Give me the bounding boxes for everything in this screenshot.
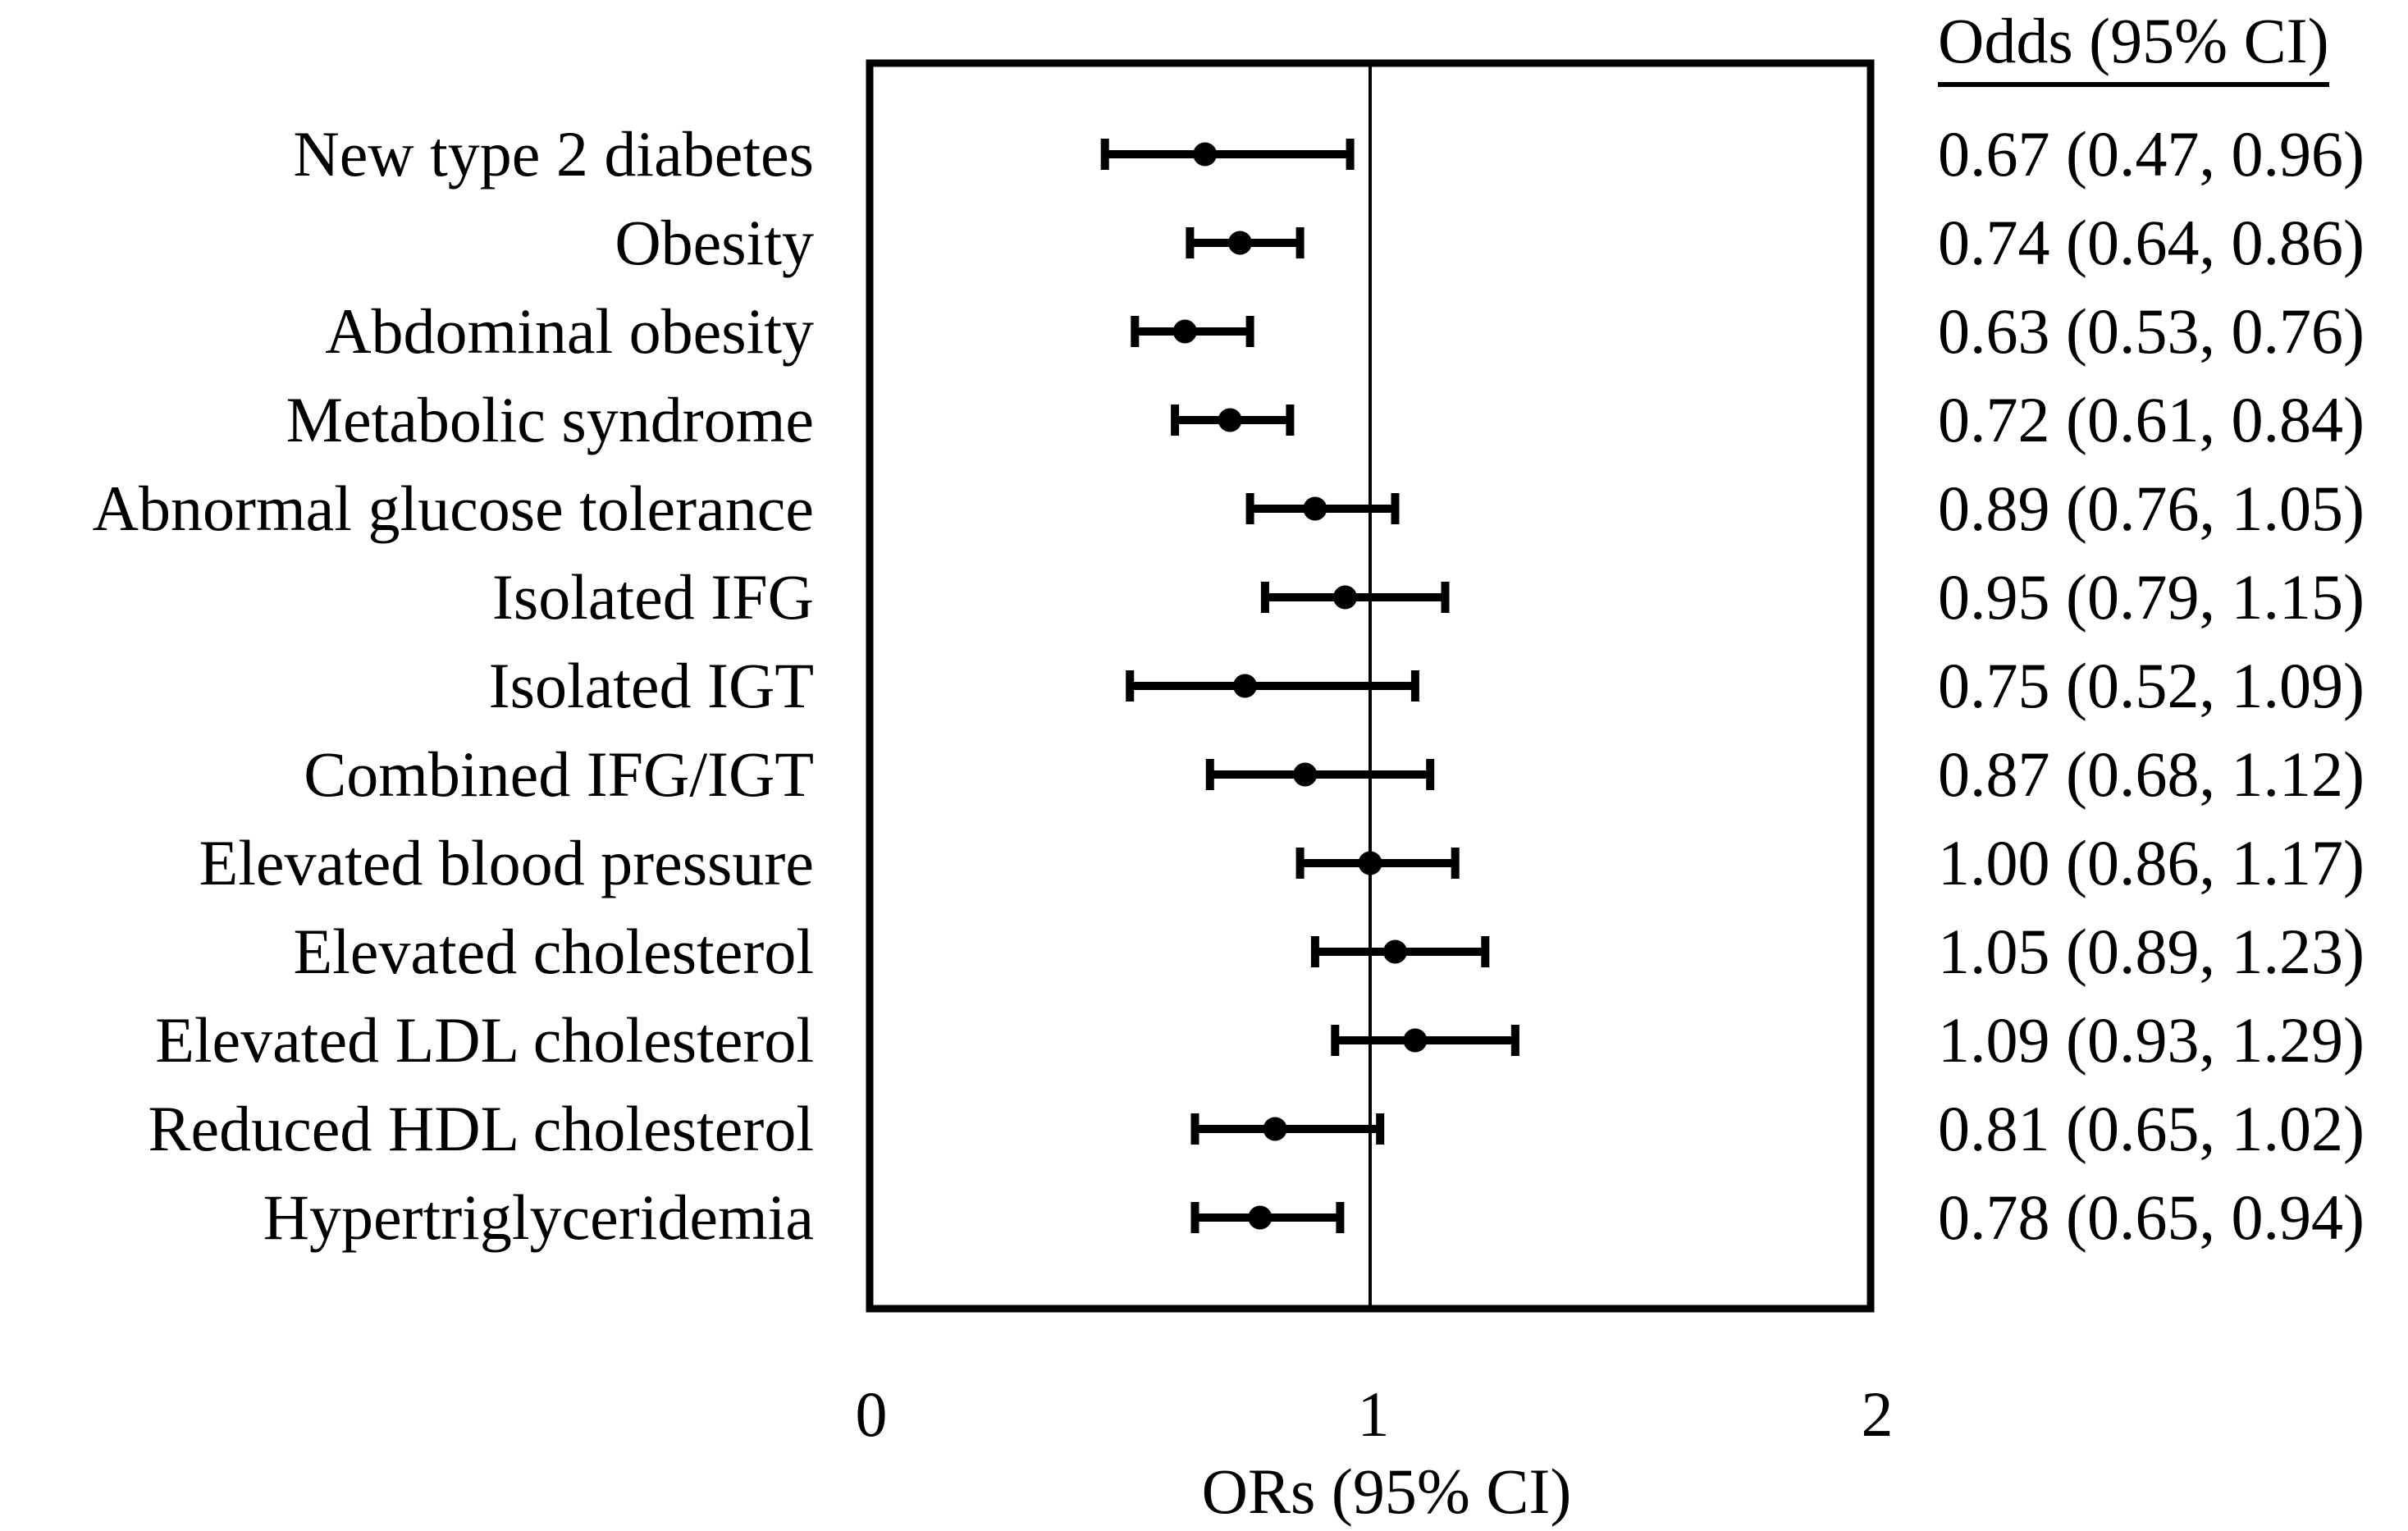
- or-point-marker: [1358, 851, 1382, 875]
- row-label: New type 2 diabetes: [293, 118, 814, 190]
- odds-value: 0.78 (0.65, 0.94): [1938, 1181, 2365, 1253]
- or-point-marker: [1233, 674, 1257, 698]
- or-point-marker: [1172, 319, 1197, 344]
- odds-value: 0.89 (0.76, 1.05): [1938, 473, 2365, 544]
- odds-value: 0.87 (0.68, 1.12): [1938, 738, 2365, 810]
- forest-row: [1190, 1202, 1345, 1233]
- row-label: Metabolic syndrome: [286, 384, 814, 455]
- forest-row: [1245, 493, 1400, 524]
- odds-value: 1.09 (0.93, 1.29): [1938, 1004, 2365, 1076]
- row-label: Combined IFG/IGT: [304, 738, 814, 810]
- forest-row: [1186, 227, 1305, 258]
- forest-row: [1260, 582, 1450, 613]
- row-label: Obesity: [615, 207, 814, 278]
- or-point-marker: [1227, 231, 1252, 255]
- or-point-marker: [1383, 939, 1407, 964]
- forest-row: [1126, 670, 1419, 702]
- odds-column-header: Odds (95% CI): [1938, 2, 2329, 87]
- or-point-marker: [1333, 585, 1357, 610]
- odds-value: 0.75 (0.52, 1.09): [1938, 650, 2365, 721]
- odds-value: 0.74 (0.64, 0.86): [1938, 207, 2365, 278]
- row-label: Isolated IGT: [488, 650, 814, 721]
- forest-row: [1331, 1025, 1519, 1056]
- or-point-marker: [1403, 1028, 1428, 1053]
- odds-value: 1.00 (0.86, 1.17): [1938, 827, 2365, 898]
- row-label: Reduced HDL cholesterol: [148, 1093, 815, 1164]
- or-point-marker: [1293, 762, 1318, 787]
- row-label: Elevated cholesterol: [293, 916, 814, 987]
- x-tick-label-0: 0: [855, 1378, 888, 1450]
- forest-row: [1205, 759, 1435, 790]
- row-label: Elevated blood pressure: [199, 827, 814, 898]
- row-label: Hypertriglyceridemia: [263, 1181, 814, 1253]
- or-point-marker: [1263, 1117, 1287, 1141]
- or-point-marker: [1303, 496, 1327, 521]
- odds-value: 0.67 (0.47, 0.96): [1938, 118, 2365, 190]
- or-point-marker: [1218, 408, 1242, 432]
- odds-value: 0.81 (0.65, 1.02): [1938, 1093, 2365, 1164]
- forest-row: [1295, 848, 1460, 879]
- row-label: Isolated IFG: [491, 561, 814, 633]
- forest-row: [1190, 1113, 1385, 1145]
- or-point-marker: [1193, 142, 1218, 167]
- forest-row: [1171, 404, 1295, 436]
- odds-value: 1.05 (0.89, 1.23): [1938, 916, 2365, 987]
- forest-row: [1310, 936, 1490, 967]
- forest-row: [1131, 316, 1254, 347]
- row-label: Abdominal obesity: [325, 295, 814, 367]
- odds-value: 0.63 (0.53, 0.76): [1938, 295, 2365, 367]
- row-label: Abnormal glucose tolerance: [92, 473, 814, 544]
- x-axis-title: ORs (95% CI): [1201, 1456, 1572, 1527]
- row-label: Elevated LDL cholesterol: [155, 1004, 814, 1076]
- x-tick-label-2: 2: [1861, 1378, 1894, 1450]
- or-point-marker: [1248, 1205, 1273, 1230]
- x-tick-label-1: 1: [1357, 1378, 1390, 1450]
- odds-value: 0.95 (0.79, 1.15): [1938, 561, 2365, 633]
- forest-row: [1100, 139, 1355, 170]
- odds-value: 0.72 (0.61, 0.84): [1938, 384, 2365, 455]
